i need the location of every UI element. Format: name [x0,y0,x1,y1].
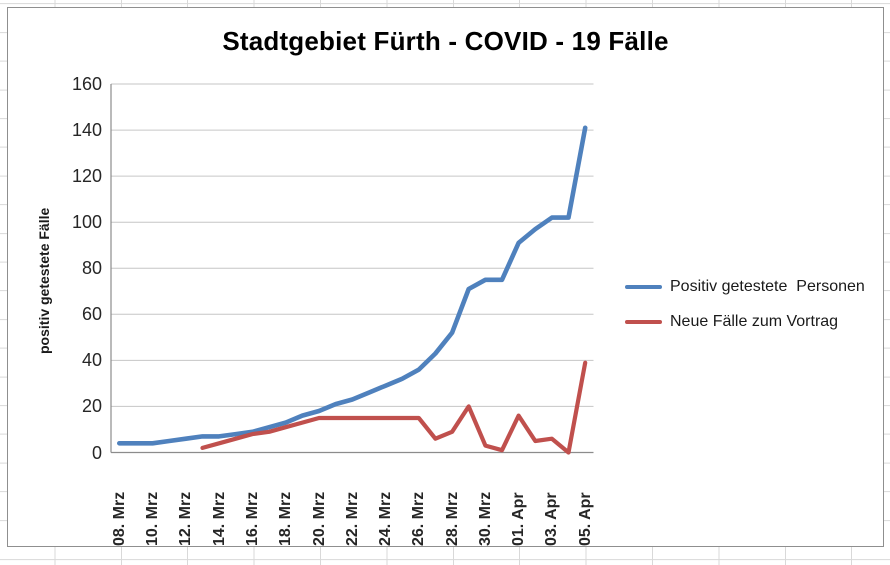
legend-item-neue-faelle[interactable]: Neue Fälle zum Vortrag [620,311,882,333]
plot-area [110,83,594,455]
chart-object[interactable]: Stadtgebiet Fürth - COVID - 19 Fälle pos… [7,7,884,547]
series-line-neue-faelle[interactable] [200,360,588,455]
series-line-positiv-getestete[interactable] [117,125,588,446]
y-tick-label: 40 [81,350,102,371]
y-tick-label: 60 [81,304,102,325]
y-tick-label: 160 [71,74,102,94]
legend-label: Neue Fälle zum Vortrag [670,313,839,330]
y-tick-label: 100 [71,212,102,233]
chart-title: Stadtgebiet Fürth - COVID - 19 Fälle [222,26,669,56]
y-tick-label: 0 [91,442,102,463]
y-tick-label: 120 [71,166,102,187]
y-tick-label: 140 [71,120,102,141]
y-tick-label: 80 [81,258,102,279]
legend[interactable]: Positiv getestete Personen Neue Fälle zu… [620,276,882,346]
legend-line-marker-blue [625,285,662,289]
legend-label: Positiv getestete Personen [670,278,865,295]
legend-item-positiv[interactable]: Positiv getestete Personen [620,276,882,298]
y-tick-label: 20 [81,396,102,417]
legend-line-marker-red [625,320,662,324]
